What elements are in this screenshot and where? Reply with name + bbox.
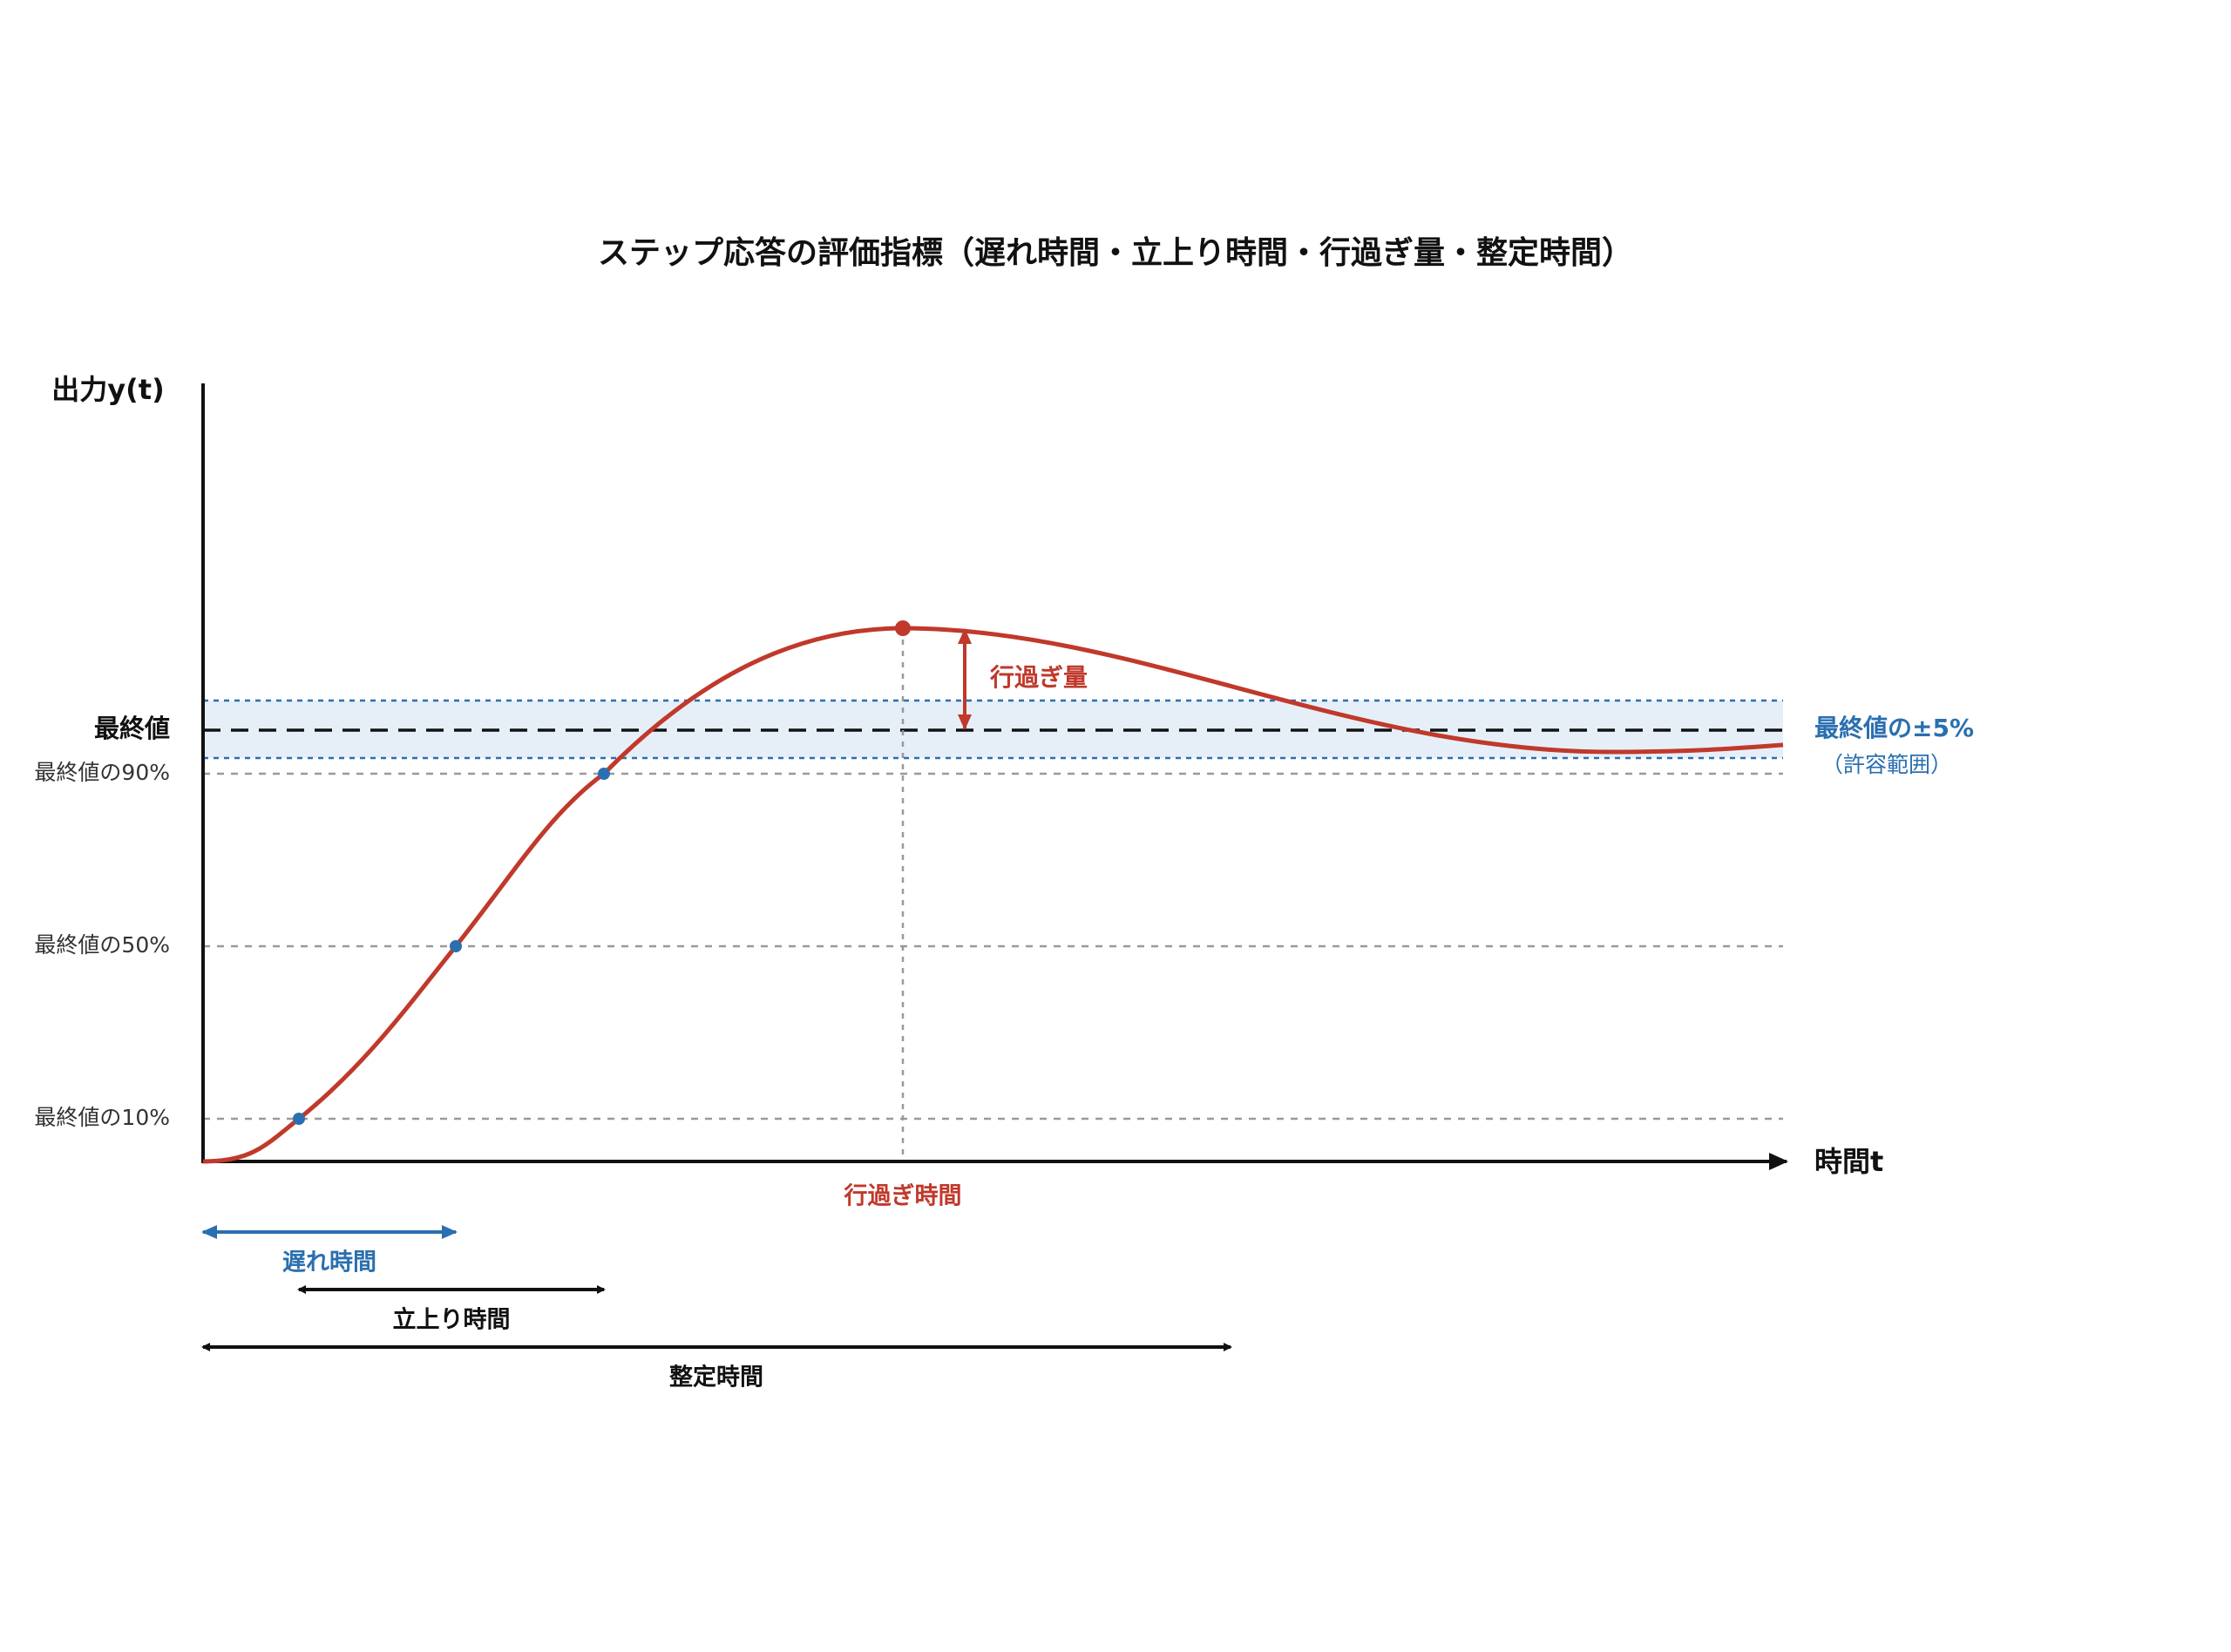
- p10-label: 最終値の10%: [34, 1105, 170, 1130]
- band-note: （許容範囲）: [1821, 752, 1952, 777]
- y-axis-label: 出力y(t): [51, 373, 164, 406]
- p90-point: [598, 768, 610, 780]
- rise-label: 立上り時間: [393, 1306, 511, 1334]
- x-axis-label: 時間t: [1814, 1145, 1883, 1178]
- response-curve: [202, 626, 1784, 1164]
- peak-point: [895, 620, 911, 636]
- overshoot-label: 行過ぎ量: [989, 663, 1088, 692]
- band-label: 最終値の±5%: [1814, 714, 1974, 742]
- final-label: 最終値: [94, 714, 170, 743]
- p50-point: [450, 940, 462, 952]
- delay-label: 遅れ時間: [282, 1249, 376, 1276]
- p10-point: [293, 1113, 305, 1125]
- p50-label: 最終値の50%: [34, 932, 170, 958]
- p90-label: 最終値の90%: [34, 760, 170, 785]
- peak-time-label: 行過ぎ時間: [844, 1182, 962, 1210]
- title: ステップ応答の評価指標（遅れ時間・立上り時間・行過ぎ量・整定時間）: [598, 235, 1633, 271]
- settling-label: 整定時間: [669, 1364, 763, 1391]
